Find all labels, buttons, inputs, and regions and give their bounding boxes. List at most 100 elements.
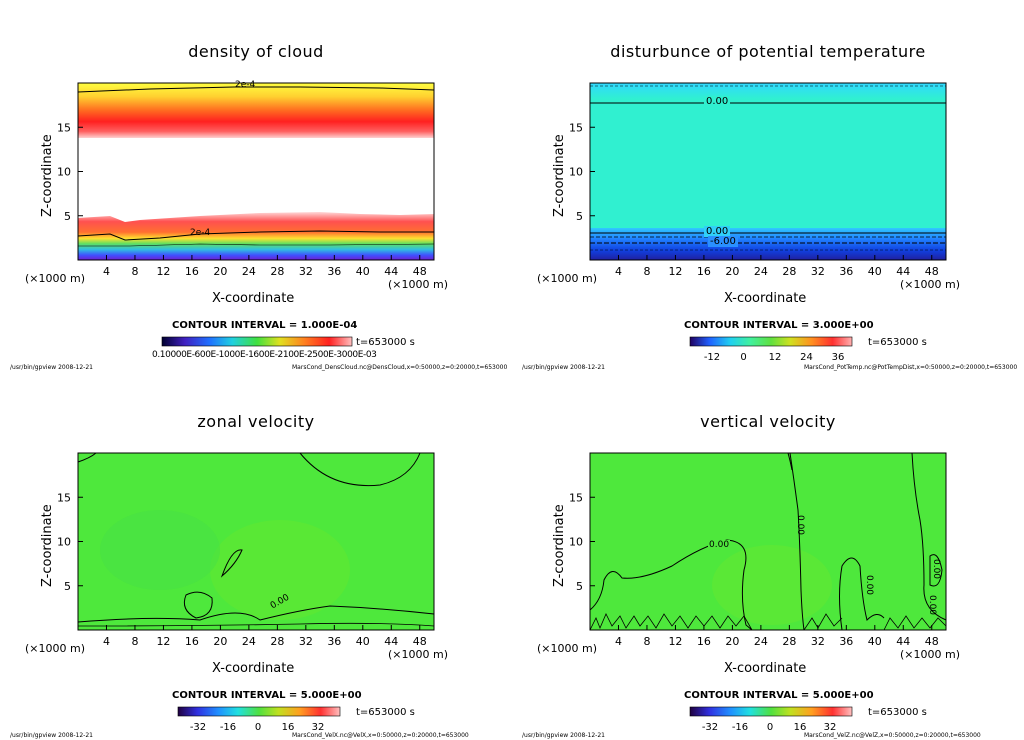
x-tick-label: 36	[839, 265, 853, 278]
x-unit-right: (×1000 m)	[388, 648, 449, 661]
contour-line	[78, 243, 435, 247]
y-axis: 5 10 15	[57, 491, 83, 593]
chart-title: zonal velocity	[197, 412, 315, 431]
x-tick-label: 40	[356, 265, 370, 278]
y-tick-label: 10	[57, 166, 71, 179]
colorbar-tick-label: 0	[255, 722, 261, 733]
x-tick-label: 4	[615, 265, 622, 278]
x-tick-label: 16	[185, 265, 199, 278]
contour-interval: CONTOUR INTERVAL = 3.000E+00	[684, 320, 874, 331]
y-tick-label: 10	[569, 536, 583, 549]
contour-label: 0.00	[704, 96, 731, 107]
contour-label: 2e-4	[235, 80, 256, 90]
y-tick-label: 15	[57, 121, 71, 134]
contour-line	[839, 557, 885, 631]
x-tick-label: 8	[643, 635, 650, 648]
y-tick-label: 15	[569, 121, 583, 134]
x-axis: 4 8 12 16 20 24 28 32 36 40 44 48	[103, 255, 427, 278]
x-tick-label: 44	[384, 635, 398, 648]
contour-label: 0.00	[927, 594, 938, 616]
y-axis-label: Z-coordinate	[40, 504, 55, 587]
x-axis: 4 8 12 16 20 24 28 32 36 40 44 48	[615, 625, 939, 648]
x-unit-left: (×1000 m)	[537, 272, 598, 285]
contour-interval: CONTOUR INTERVAL = 1.000E-04	[172, 320, 358, 331]
time-stamp: t=653000 s	[356, 707, 415, 718]
y-tick-label: 5	[576, 580, 583, 593]
x-tick-label: 4	[615, 635, 622, 648]
y-axis: 5 10 15	[569, 121, 595, 223]
x-tick-label: 24	[242, 635, 256, 648]
contour-label: 0.00	[708, 540, 731, 550]
x-tick-label: 36	[327, 265, 341, 278]
colorbar-tick-label: 16	[282, 722, 295, 733]
x-tick-label: 48	[413, 265, 427, 278]
x-tick-label: 28	[782, 265, 796, 278]
y-axis: 5 10 15	[57, 121, 83, 223]
colorbar	[689, 706, 853, 717]
x-tick-label: 4	[103, 265, 110, 278]
x-unit-right: (×1000 m)	[388, 278, 449, 291]
colorbar-tick-labels: -32 -16 0 16 32	[190, 722, 325, 733]
x-tick-label: 16	[697, 635, 711, 648]
contour-label: 2e-4	[190, 228, 211, 238]
y-tick-label: 15	[569, 491, 583, 504]
footer-right: MarsCond_DensCloud.nc@DensCloud,x=0:5000…	[292, 364, 508, 371]
footer-right: MarsCond_VelX.nc@VelX,x=0:50000,z=0:2000…	[292, 732, 469, 739]
x-tick-label: 20	[725, 265, 739, 278]
plot-area	[77, 452, 435, 631]
contour-label: 0.00	[704, 226, 731, 237]
contour-line	[77, 230, 434, 241]
panel-vertical-velocity: vertical velocity	[512, 370, 1024, 740]
y-tick-label: 5	[64, 580, 71, 593]
contour-label: 0.00	[864, 574, 875, 596]
lower-cloud-layer	[78, 212, 434, 260]
colorbar-tick-label: 24	[800, 352, 813, 363]
y-tick-label: 10	[57, 536, 71, 549]
x-tick-label: 44	[896, 265, 910, 278]
footer-left: /usr/bin/gpview 2008-12-21	[522, 364, 605, 371]
panel-density-of-cloud: density of cloud	[0, 0, 512, 371]
y-axis-label: Z-coordinate	[552, 134, 567, 217]
x-tick-label: 20	[213, 635, 227, 648]
contour-label: 0.00	[795, 514, 806, 536]
time-stamp: t=653000 s	[868, 337, 927, 348]
x-tick-label: 32	[811, 635, 825, 648]
y-axis: 5 10 15	[569, 491, 595, 593]
x-tick-label: 24	[242, 265, 256, 278]
x-axis-label: X-coordinate	[212, 291, 295, 306]
y-tick-label: 10	[569, 166, 583, 179]
x-tick-label: 28	[782, 635, 796, 648]
x-tick-label: 12	[668, 265, 682, 278]
colorbar-tick-labels: -12 0 12 24 36	[704, 352, 845, 363]
contour-line	[77, 86, 435, 93]
contour-label: 0.00	[931, 558, 942, 580]
colorbar-tick-label: 16	[794, 722, 807, 733]
x-tick-label: 48	[925, 265, 939, 278]
colorbar-tick-label: 12	[769, 352, 782, 363]
plot-area	[77, 82, 435, 261]
contour-line	[789, 452, 805, 631]
chart-title: density of cloud	[188, 42, 324, 61]
x-tick-label: 32	[299, 635, 313, 648]
colorbar-tick-label: -32	[702, 722, 718, 733]
x-tick-label: 20	[725, 635, 739, 648]
upper-cloud-layer	[78, 83, 434, 138]
x-tick-label: 12	[156, 635, 170, 648]
x-tick-label: 24	[754, 265, 768, 278]
panel-zonal-velocity: zonal velocity	[0, 370, 512, 740]
contour-line	[77, 452, 97, 463]
x-unit-left: (×1000 m)	[25, 642, 86, 655]
time-stamp: t=653000 s	[356, 337, 415, 348]
colorbar-tick-label: -16	[732, 722, 748, 733]
footer-right: MarsCond_PotTemp.nc@PotTempDist,x=0:5000…	[804, 364, 1018, 371]
x-tick-label: 44	[384, 265, 398, 278]
colorbar-tick-label: 0	[740, 352, 746, 363]
colorbar-tick-label: 36	[832, 352, 845, 363]
x-tick-label: 32	[299, 265, 313, 278]
x-tick-label: 12	[156, 265, 170, 278]
y-tick-label: 5	[64, 210, 71, 223]
